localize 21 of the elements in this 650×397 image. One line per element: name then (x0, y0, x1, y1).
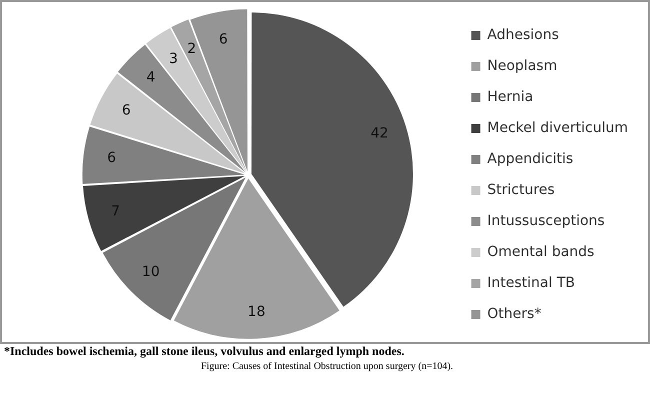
data-label: 2 (187, 41, 196, 58)
data-label: 6 (107, 150, 116, 166)
data-label: 18 (248, 304, 266, 320)
legend-label: Omental bands (487, 244, 594, 260)
data-label: 6 (122, 102, 131, 119)
legend-label: Appendicitis (487, 151, 574, 168)
legend-label: Adhesions (487, 27, 559, 44)
legend-label: Meckel diverticulum (487, 120, 628, 136)
legend-label: Strictures (487, 182, 555, 198)
legend-label: Hernia (487, 89, 534, 106)
text: *Includes bowel ischemia, gall stone ileus, volvulus and enlarged lymph nodes. (3, 344, 406, 359)
data-label: 6 (218, 31, 228, 48)
data-label: 3 (168, 51, 178, 68)
data-label: 10 (142, 264, 160, 280)
data-label: 42 (370, 126, 388, 142)
legend-label: Others* (487, 306, 542, 322)
legend-label: Intussusceptions (487, 213, 605, 230)
text: Figure: Causes of Intestinal Obstruction upon surgery (n=104). (200, 360, 454, 374)
legend-label: Intestinal TB (487, 275, 576, 292)
data-label: 4 (146, 69, 156, 86)
legend-label: Neoplasm (487, 58, 558, 74)
